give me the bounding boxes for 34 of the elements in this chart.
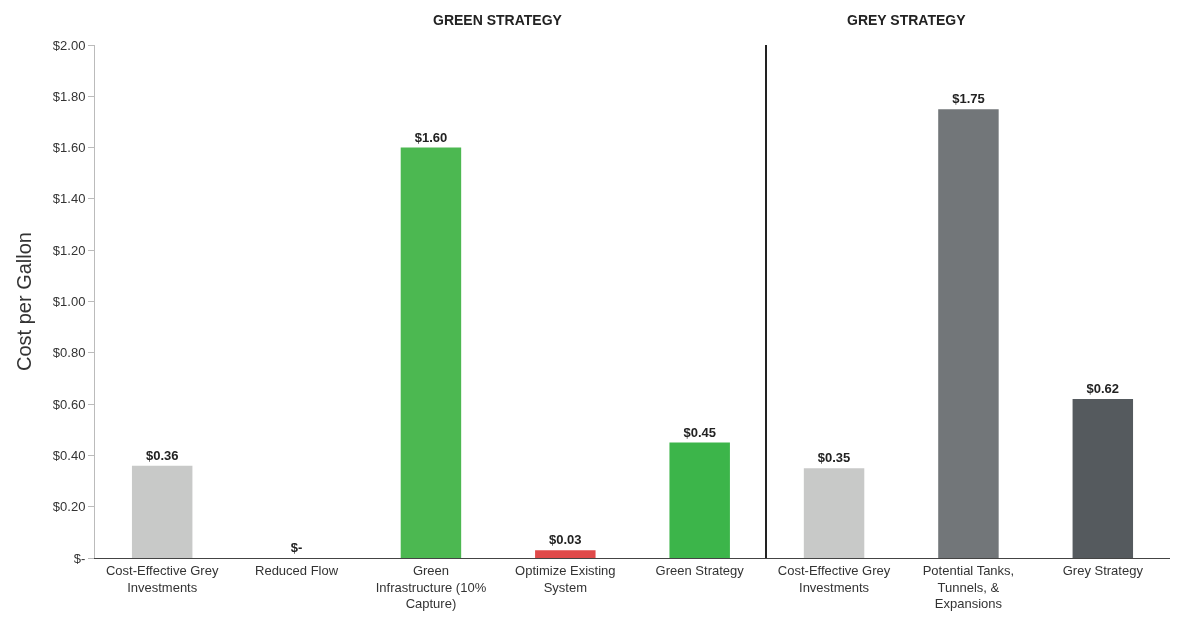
y-tick-label: $1.80 (52, 88, 86, 104)
data-label: $0.03 (549, 532, 582, 548)
y-tick-label: $1.40 (52, 191, 86, 207)
x-tick-label: Optimize Existing System (515, 562, 616, 595)
x-tick-label: Green Strategy (655, 562, 745, 578)
x-tick-label: Cost-Effective Grey Investments (777, 562, 891, 595)
bar (131, 465, 193, 558)
data-label: $0.36 (145, 447, 179, 463)
x-tick-label: Grey Strategy (1062, 562, 1144, 578)
data-label: $0.35 (817, 450, 851, 466)
y-tick-label: $0.80 (52, 345, 86, 361)
x-tick-label: Cost-Effective Grey Investments (105, 562, 219, 595)
data-label: $1.60 (414, 129, 448, 145)
bar (535, 550, 596, 558)
y-axis-title: Cost per Gallon (13, 232, 36, 371)
data-label: $0.62 (1086, 380, 1120, 396)
y-tick-label: $0.60 (52, 396, 86, 412)
y-tick-label: $1.60 (52, 140, 86, 156)
chart-title: GREEN STRATEGY (433, 12, 563, 28)
data-label: $1.75 (952, 91, 985, 107)
data-label: $0.45 (683, 424, 716, 440)
bar (400, 147, 462, 558)
y-tick-label: $2.00 (52, 37, 86, 53)
chart-title: GREY STRATEGY (847, 12, 967, 28)
y-tick-label: $1.20 (52, 242, 86, 258)
x-tick-label: Reduced Flow (255, 562, 339, 578)
y-tick-label: $- (73, 550, 86, 566)
y-tick-label: $0.20 (52, 499, 86, 515)
bar (669, 442, 730, 558)
y-tick-label: $1.00 (52, 294, 86, 310)
y-tick-label: $0.40 (52, 447, 86, 463)
data-label: $- (290, 540, 303, 555)
x-tick-label: Green Infrastructure (10% Capture) (375, 562, 487, 612)
x-tick-label: Potential Tanks, Tunnels, & Expansions (922, 562, 1015, 612)
